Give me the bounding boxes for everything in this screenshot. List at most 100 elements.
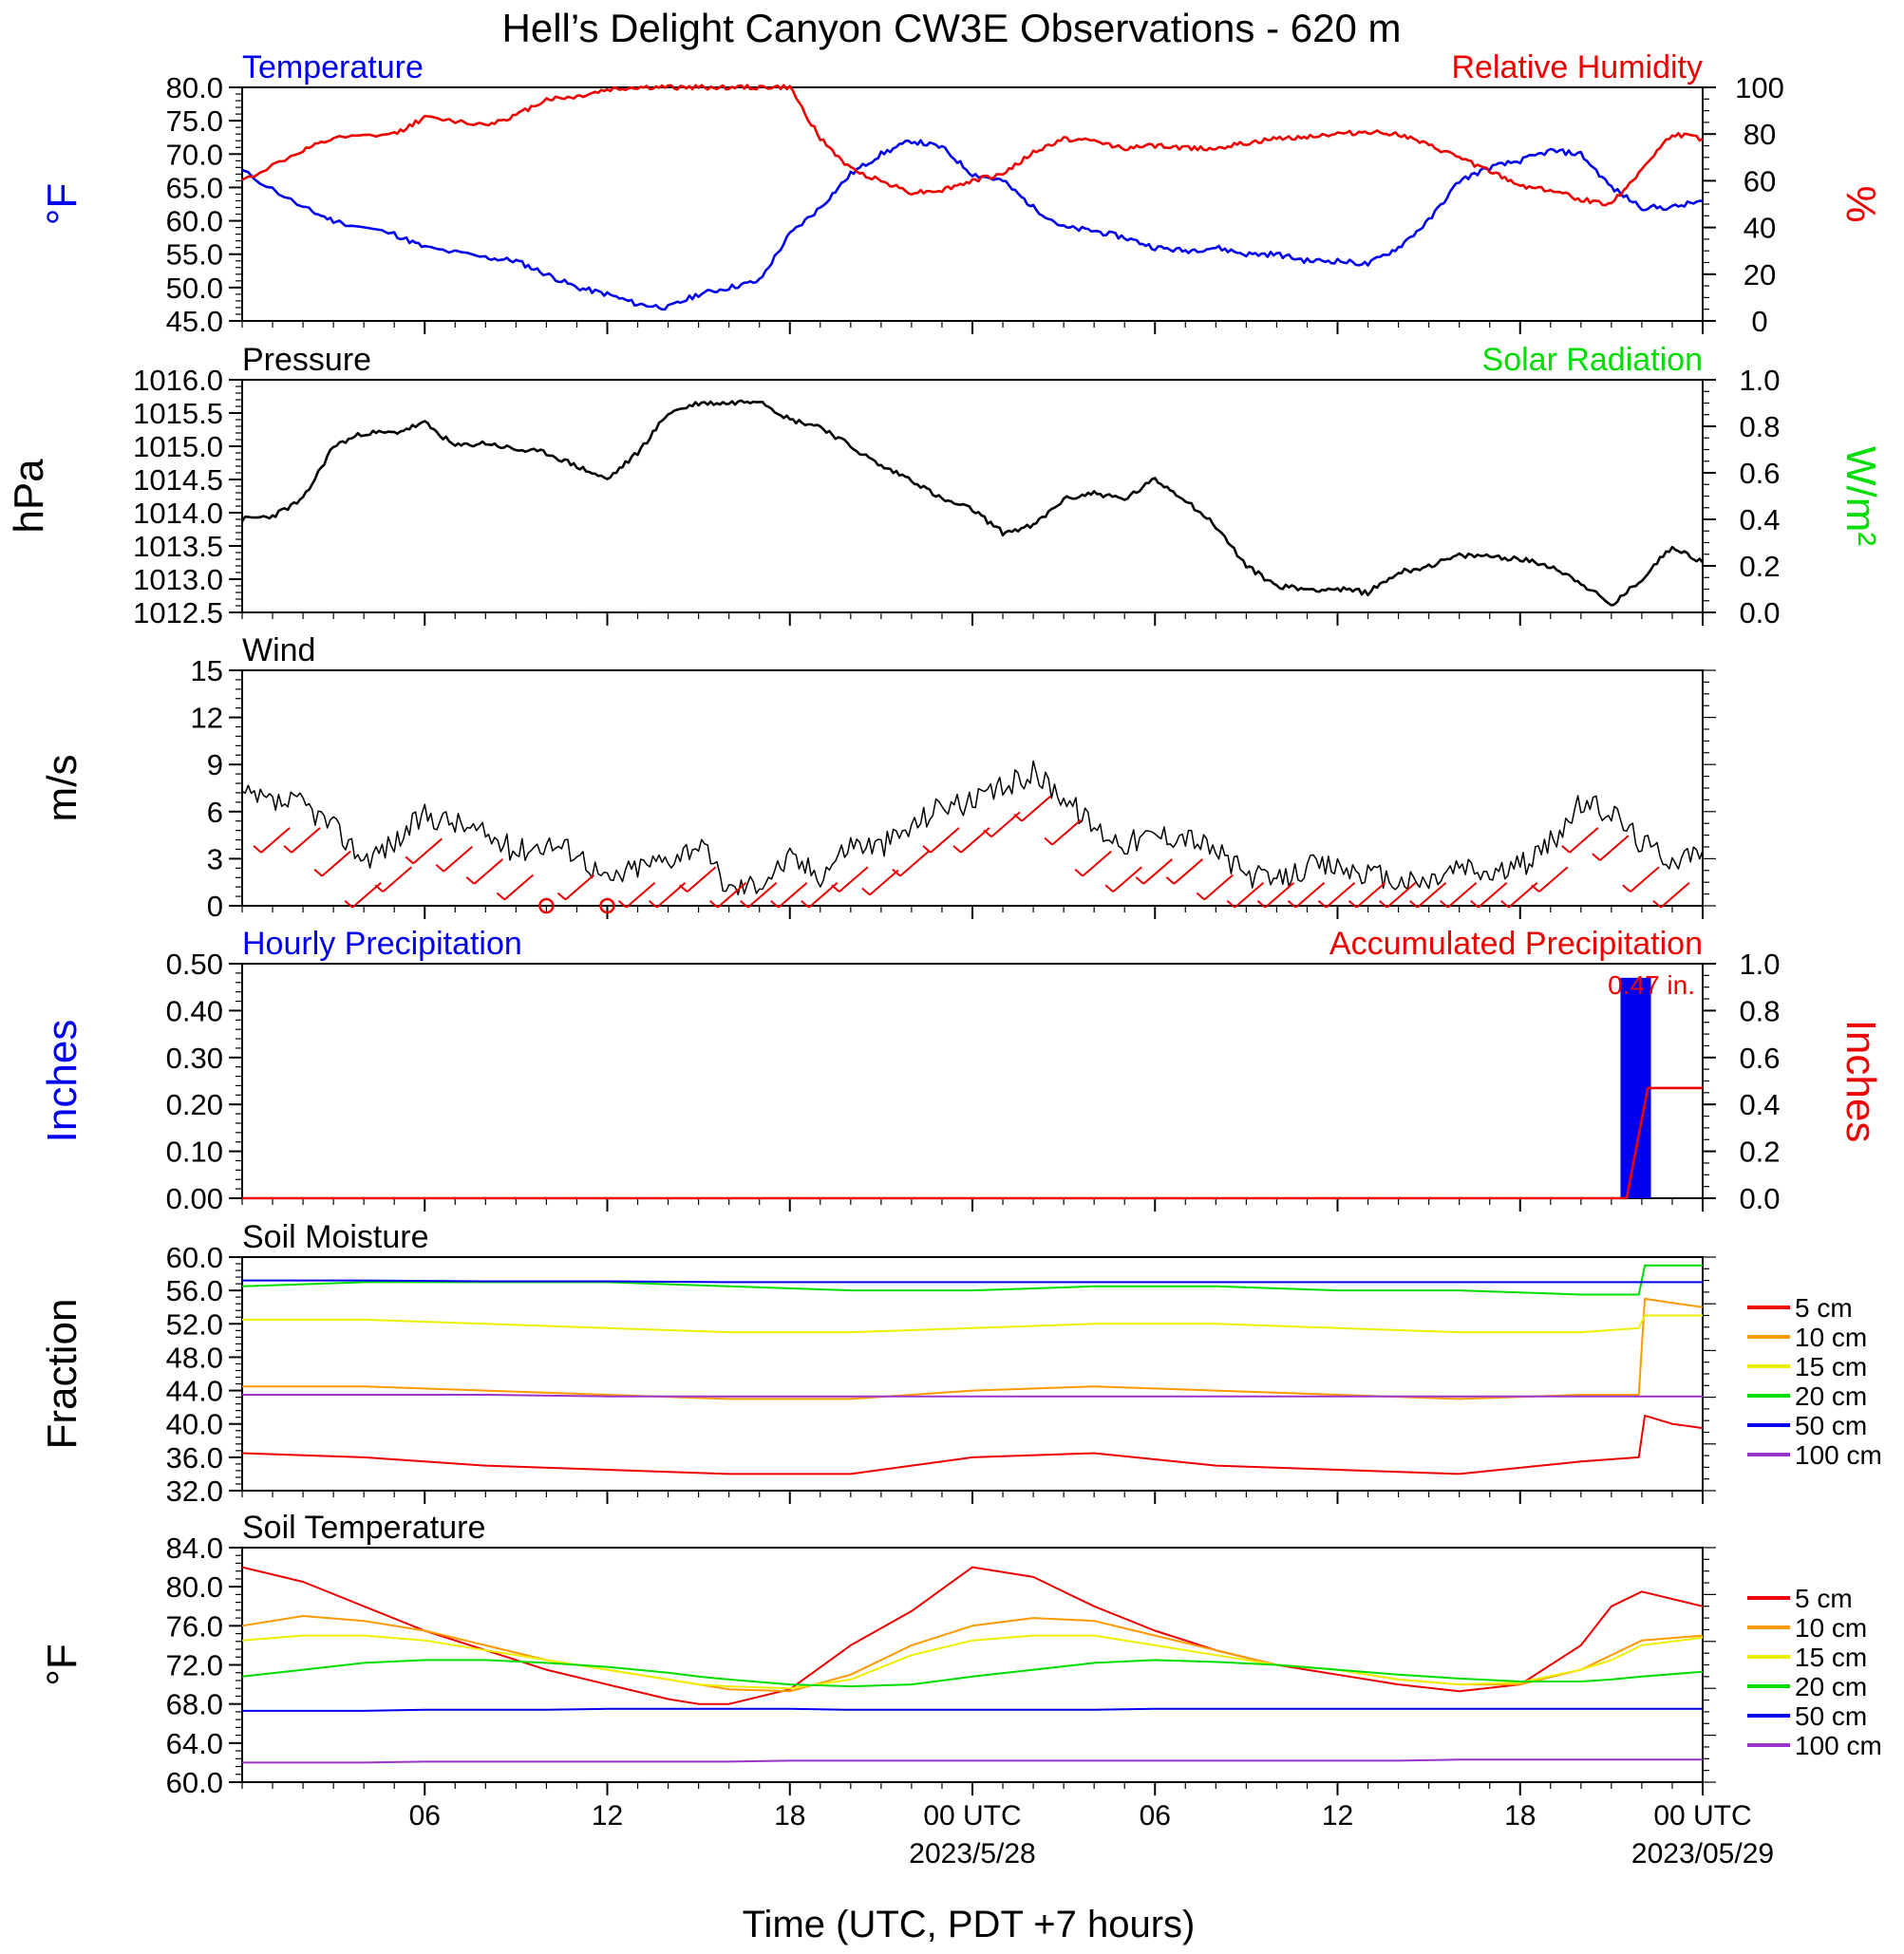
series-line-100-cm	[242, 1394, 1703, 1398]
y-tick-label: 0.10	[166, 1136, 223, 1169]
x-tick-label: 12	[1322, 1800, 1353, 1832]
wind-barb-flag	[1135, 876, 1144, 885]
wind-barb	[1234, 881, 1265, 909]
wind-barb	[1021, 796, 1051, 822]
panel-frame	[241, 1547, 1704, 1783]
y-tick-label: 1014.0	[133, 497, 223, 530]
y2-tick-label: 0	[1751, 305, 1767, 338]
series-line-15-cm	[241, 1634, 1704, 1690]
wind-barb-flag	[678, 884, 688, 892]
wind-barb-flag	[1104, 884, 1114, 892]
main-title: Hell’s Delight Canyon CW3E Observations …	[502, 6, 1402, 50]
y-tick-label: 48.0	[166, 1341, 223, 1374]
wind-barb-flag	[1317, 899, 1328, 909]
y-tick-label: 45.0	[166, 305, 223, 338]
series-line-100-cm	[242, 1758, 1703, 1764]
y2-tick-label: 0.2	[1739, 1136, 1780, 1169]
series-line-20-cm	[241, 1659, 1704, 1688]
wind-barb	[625, 881, 656, 909]
y-axis-label: °F	[39, 1644, 85, 1685]
y-axis-label: Inches	[39, 1020, 85, 1143]
y-tick-label: 55.0	[166, 238, 223, 272]
y-axis-label: Fraction	[39, 1299, 85, 1450]
wind-barb-flag	[1256, 899, 1267, 909]
wind-barb-flag	[1165, 876, 1175, 885]
series-line-15-cm	[242, 1314, 1703, 1334]
y-tick-label: 40.0	[166, 1408, 223, 1441]
wind-barb	[1538, 866, 1569, 892]
wind-barb-flag	[1378, 899, 1388, 909]
panel-title-right: Accumulated Precipitation	[1329, 926, 1703, 962]
wind-barb-flag	[861, 887, 871, 896]
y-tick-label: 1015.5	[133, 397, 223, 430]
wind-barb	[1386, 881, 1417, 909]
wind-barb	[869, 869, 899, 896]
wind-barb-flag	[1592, 853, 1601, 861]
chart-panel: 60.056.052.048.044.040.036.032.0 Soil Moi…	[39, 1219, 1882, 1508]
y2-tick-label: 20	[1744, 258, 1776, 291]
x-axis: 06 12 18 00 UTC 06 12 18 00 UTC 2023/5/2…	[409, 1800, 1775, 1945]
legend-label: 10 cm	[1795, 1323, 1867, 1352]
y2-tick-label: 80	[1744, 118, 1776, 151]
legend-label: 5 cm	[1795, 1584, 1853, 1613]
x-tick-label: 18	[1504, 1800, 1536, 1832]
wind-barb-flag	[313, 868, 323, 877]
chart-panel: 0.50 0.40 0.30 0.20 0.10 0.00 1.0 0.8 0.6 0.4 0.2 0…	[39, 926, 1884, 1215]
wind-barb-flag	[1196, 892, 1205, 901]
panel-title-left: Soil Moisture	[242, 1219, 429, 1255]
y-tick-label: 1012.5	[133, 596, 223, 629]
y-tick-label: 1016.0	[133, 364, 223, 397]
wind-barb	[443, 845, 473, 873]
wind-barb	[1569, 827, 1599, 854]
x-tick-label: 18	[774, 1800, 805, 1832]
wind-barb	[1660, 881, 1690, 909]
wind-barb-flag	[983, 829, 992, 838]
wind-barb	[473, 858, 503, 885]
y-axis-label: m/s	[39, 755, 85, 822]
series-line-50-cm	[242, 1707, 1703, 1712]
wind-barb	[1112, 866, 1142, 892]
y-tick-label: 0.00	[166, 1182, 223, 1215]
y-tick-label: 80.0	[166, 71, 223, 104]
y-axis-label: °F	[39, 183, 85, 225]
accumulated-precip-line	[242, 1086, 1703, 1200]
y-tick-label: 0.40	[166, 994, 223, 1027]
y-tick-label: 70.0	[166, 138, 223, 171]
wind-barb-flag	[1044, 836, 1053, 846]
series-line-5-cm	[241, 1414, 1704, 1475]
series-line-10-cm	[241, 1615, 1704, 1693]
legend-label: 50 cm	[1795, 1411, 1867, 1440]
wind-barb	[291, 827, 321, 854]
precip-total-label: 0.47 in.	[1608, 970, 1695, 1000]
panel-frame	[241, 379, 1704, 613]
legend-label: 5 cm	[1795, 1293, 1853, 1323]
y-tick-label: 1013.5	[133, 530, 223, 563]
y-tick-label: 72.0	[166, 1649, 223, 1682]
wind-barb-flag	[1013, 814, 1023, 822]
wind-barb-flag	[253, 845, 262, 854]
panel-title-left: Pressure	[242, 342, 371, 378]
panel-title-right: Solar Radiation	[1482, 342, 1703, 378]
y-tick-label: 65.0	[166, 171, 223, 204]
legend-label: 10 cm	[1795, 1613, 1867, 1643]
wind-barb-flag	[770, 899, 780, 909]
legend-label: 20 cm	[1795, 1672, 1867, 1701]
x-date-label: 2023/5/28	[909, 1838, 1035, 1869]
wind-barb	[899, 850, 930, 877]
y2-tick-label: 1.0	[1739, 948, 1780, 981]
x-tick-label: 00 UTC	[923, 1800, 1021, 1832]
wind-barb-flag	[1531, 884, 1540, 892]
y2-tick-label: 1.0	[1739, 364, 1780, 397]
wind-barb-flag	[648, 899, 658, 909]
wind-barb	[564, 874, 595, 901]
y2-axis-label: %	[1838, 185, 1884, 222]
x-axis-label: Time (UTC, PDT +7 hours)	[743, 1904, 1196, 1945]
legend-label: 100 cm	[1795, 1731, 1882, 1760]
wind-barb-flag	[374, 884, 384, 892]
wind-barb-flag	[1408, 899, 1419, 909]
wind-barb-flag	[405, 855, 414, 865]
y2-tick-label: 0.8	[1739, 410, 1780, 443]
y2-tick-label: 100	[1735, 71, 1784, 104]
wind-barb	[1599, 835, 1630, 861]
